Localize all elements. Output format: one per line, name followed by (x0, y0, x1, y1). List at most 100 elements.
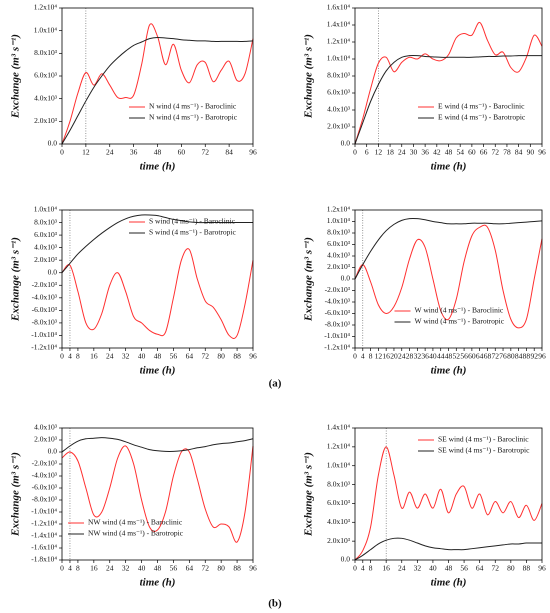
x-tick-label: 78 (503, 148, 511, 157)
series-line (61, 437, 254, 453)
legend-label: NW wind (4 ms⁻¹) - Baroclinic (88, 518, 183, 527)
x-tick-label: 66 (480, 148, 488, 157)
series-line (61, 445, 254, 543)
plot-frame (354, 7, 543, 145)
y-tick-label: -4.0x10³ (32, 471, 58, 480)
x-tick-label: 42 (433, 148, 441, 157)
x-tick-label: 24 (398, 352, 406, 361)
y-axis-label: Exchange (m³ s⁻¹) (10, 34, 22, 119)
x-tick-label: 52 (453, 352, 461, 361)
y-tick-label: 6.0x10³ (327, 88, 351, 97)
x-tick-label: 72 (492, 148, 500, 157)
x-tick-label: 88 (523, 352, 531, 361)
y-tick-label: 2.0x10³ (34, 116, 58, 125)
y-tick-label: 6.0x10³ (34, 71, 58, 80)
y-tick-label: -8.0x10³ (32, 495, 58, 504)
y-tick-label: 1.0x10⁴ (327, 460, 351, 469)
y-tick-label: 4.0x10³ (327, 251, 351, 260)
x-tick-label: 96 (249, 564, 257, 573)
x-tick-label: 18 (386, 148, 394, 157)
x-tick-label: 72 (202, 564, 210, 573)
figure-label: (b) (268, 598, 282, 610)
x-tick-label: 16 (382, 352, 390, 361)
x-tick-label: 64 (186, 352, 194, 361)
y-tick-label: -1.0x10⁴ (31, 330, 57, 339)
x-tick-label: 0 (353, 564, 357, 573)
x-tick-label: 56 (170, 352, 178, 361)
x-tick-label: 24 (106, 148, 114, 157)
x-tick-label: 44 (437, 352, 445, 361)
y-tick-label: -1.0x10⁴ (324, 331, 350, 340)
y-tick-label: -1.2x10⁴ (31, 519, 57, 528)
x-axis-label: time (h) (431, 161, 467, 173)
y-tick-label: -8.0x10³ (325, 320, 351, 329)
legend-label: NW wind (4 ms⁻¹) - Barotropic (88, 529, 184, 538)
y-tick-label: 1.2x10⁴ (327, 205, 351, 214)
y-tick-label: 2.0x10³ (327, 536, 351, 545)
x-tick-label: 56 (460, 564, 468, 573)
x-tick-label: 80 (507, 352, 515, 361)
x-tick-label: 48 (445, 148, 453, 157)
x-tick-label: 4 (68, 564, 72, 573)
series-line (354, 217, 543, 280)
x-tick-label: 30 (410, 148, 418, 157)
panel: 0.0 2.0x10³ 4.0x10³ 6.0x10³ 8.0x10³ 1.0x10⁴ 1.… (10, 3, 257, 173)
x-tick-label: 48 (445, 564, 453, 573)
y-axis-label: Exchange (m³ s⁻¹) (10, 237, 22, 322)
y-axis-label: Exchange (m³ s⁻¹) (303, 34, 315, 119)
y-tick-label: 4.0x10³ (34, 242, 58, 251)
y-tick-label: 0.0 (48, 267, 58, 276)
x-tick-label: 72 (202, 352, 210, 361)
series-line (61, 23, 254, 145)
y-tick-label: 1.4x10⁴ (327, 423, 351, 432)
y-tick-label: -8.0x10³ (32, 318, 58, 327)
y-tick-label: 4.0x10³ (34, 93, 58, 102)
x-tick-label: 60 (468, 352, 476, 361)
legend-label: N wind (4 ms⁻¹) - Barotropic (149, 113, 238, 122)
x-tick-label: 88 (523, 564, 531, 573)
x-tick-label: 24 (398, 148, 406, 157)
x-tick-label: 68 (484, 352, 492, 361)
x-tick-label: 0 (353, 352, 357, 361)
y-tick-label: 4.0x10³ (34, 423, 58, 432)
plot-frame (354, 209, 543, 349)
x-tick-label: 0 (60, 148, 64, 157)
x-tick-label: 84 (515, 352, 523, 361)
panel: -1.8x10⁴ -1.6x10⁴ -1.4x10⁴ -1.2x10⁴ -1.0x10⁴… (10, 423, 257, 589)
y-tick-label: -4.0x10³ (32, 293, 58, 302)
y-tick-label: 1.6x10⁴ (327, 3, 351, 12)
x-axis-label: time (h) (431, 577, 467, 589)
x-tick-label: 32 (122, 352, 130, 361)
legend-label: SE wind (4 ms⁻¹) - Baroclinic (438, 435, 529, 444)
x-tick-label: 32 (122, 564, 130, 573)
x-tick-label: 96 (249, 148, 257, 157)
x-tick-label: 28 (406, 352, 414, 361)
x-tick-label: 0 (60, 564, 64, 573)
panel: 0.0 2.0x10³ 4.0x10³ 6.0x10³ 8.0x10³ 1.0x10⁴ 1.… (303, 423, 546, 589)
x-tick-label: 80 (507, 564, 515, 573)
x-tick-label: 84 (225, 148, 233, 157)
y-tick-label: -1.2x10⁴ (31, 343, 57, 352)
y-tick-label: 2.0x10³ (327, 122, 351, 131)
x-tick-label: 56 (170, 564, 178, 573)
y-tick-label: 6.0x10³ (327, 239, 351, 248)
x-tick-label: 4 (361, 564, 365, 573)
x-tick-label: 80 (217, 352, 225, 361)
y-tick-label: -2.0x10³ (32, 280, 58, 289)
x-tick-label: 60 (468, 148, 476, 157)
y-tick-label: -1.2x10⁴ (324, 343, 350, 352)
legend-label: E wind (4 ms⁻¹) - Barotropic (438, 113, 526, 122)
y-tick-label: 1.2x10⁴ (327, 37, 351, 46)
x-tick-label: 24 (106, 564, 114, 573)
y-tick-label: 1.4x10⁴ (327, 20, 351, 29)
x-axis-label: time (h) (140, 365, 176, 377)
y-tick-label: 8.0x10³ (34, 48, 58, 57)
series-line (61, 214, 253, 274)
plot-frame (61, 209, 254, 349)
plot-frame (354, 427, 543, 561)
y-tick-label: -6.0x10³ (325, 308, 351, 317)
y-tick-label: -1.6x10⁴ (31, 543, 57, 552)
y-tick-label: -6.0x10³ (32, 305, 58, 314)
x-tick-label: 32 (414, 352, 422, 361)
